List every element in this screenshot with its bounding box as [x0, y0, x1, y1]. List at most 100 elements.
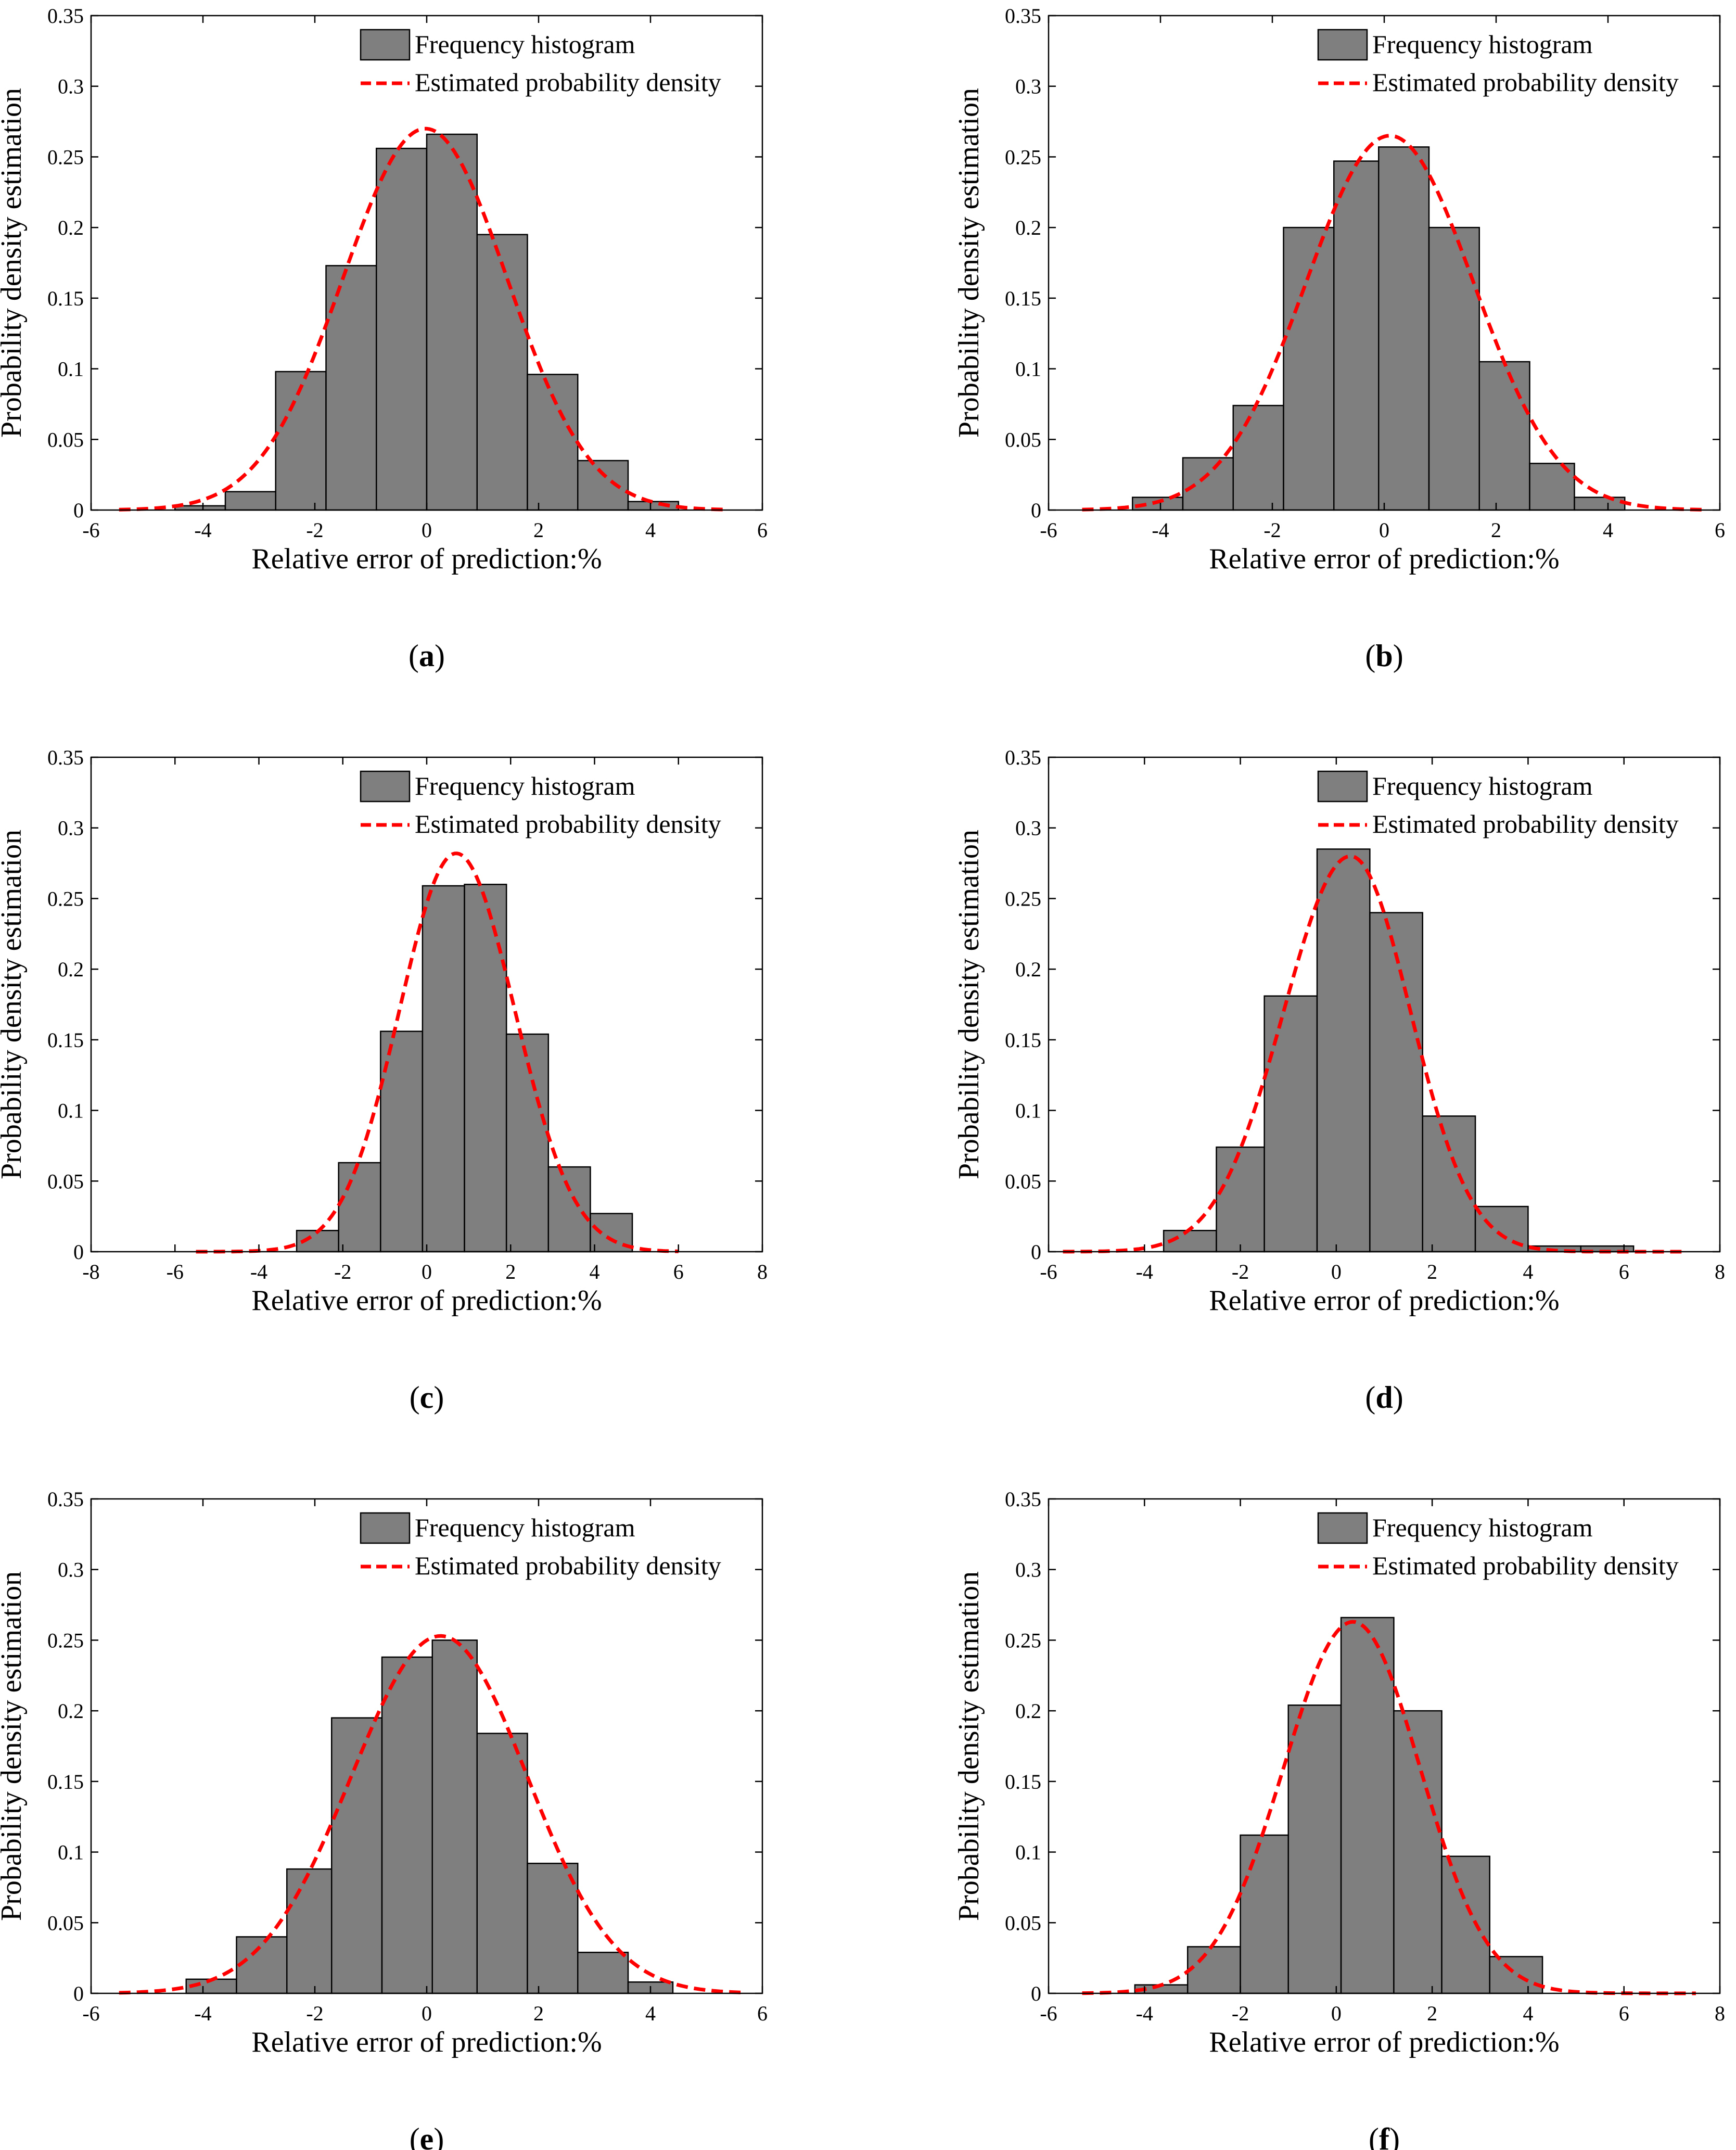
x-tick-label: 6 [1715, 518, 1725, 542]
histogram-bars [296, 884, 633, 1253]
x-tick-label: -2 [1232, 1260, 1249, 1283]
x-tick-label: 4 [645, 518, 656, 542]
x-tick-label: -2 [306, 518, 323, 542]
density-curve [1082, 134, 1703, 512]
x-tick-label: -4 [1136, 1260, 1153, 1283]
histogram-bar [1232, 404, 1284, 511]
x-tick-label: 4 [1603, 518, 1613, 542]
axes-frame [1048, 1498, 1721, 1994]
y-tick-label: 0.15 [1005, 287, 1041, 310]
y-axis-label: Probability density estimation [0, 88, 28, 438]
y-axis: 0 0.05 0.1 0.15 0.2 0.25 0.3 0.35 [1005, 4, 1720, 522]
x-axis: -6 -4 -2 0 2 4 6 [1040, 16, 1725, 542]
histogram-bars [1163, 848, 1635, 1253]
legend-histogram-swatch [1317, 1512, 1368, 1544]
y-axis: 0 0.05 0.1 0.15 0.2 0.25 0.3 0.35 [1005, 1487, 1720, 2005]
histogram-bar [1283, 226, 1335, 511]
legend-histogram-label: Frequency histogram [415, 30, 635, 59]
histogram-bar [1441, 1855, 1490, 1994]
panel-caption-letter: b [1375, 639, 1393, 673]
y-tick-label: 0 [1031, 1240, 1041, 1264]
histogram-bar [1574, 497, 1626, 511]
histogram-bar [426, 133, 478, 511]
histogram-bar [590, 1213, 633, 1253]
x-axis-label: Relative error of prediction:% [251, 543, 602, 575]
legend-density-label: Estimated probability density [415, 1551, 721, 1580]
y-tick-label: 0.2 [58, 1699, 84, 1723]
chart-panel-c: -8 -6 -4 -2 0 2 4 6 8 0 0.05 0.1 0.15 0.2 0.25 0.3 0.35 R… [0, 746, 768, 1415]
legend-density-label: Estimated probability density [1372, 809, 1679, 838]
histogram-bar [1263, 995, 1318, 1253]
histogram-bar [1240, 1834, 1289, 1994]
histogram-bar [1186, 1946, 1241, 1994]
y-tick-label: 0.35 [1005, 746, 1041, 769]
y-tick-label: 0.05 [47, 1911, 84, 1935]
y-tick-label: 0.15 [1005, 1028, 1041, 1052]
y-tick-label: 0.3 [1015, 817, 1041, 840]
y-tick-label: 0 [73, 1240, 84, 1264]
legend-histogram-label: Frequency histogram [415, 771, 635, 800]
x-tick-label: -6 [82, 518, 99, 542]
histogram-bar [224, 491, 276, 511]
x-axis-label: Relative error of prediction:% [1209, 2026, 1559, 2058]
y-tick-label: 0.1 [58, 358, 84, 381]
density-curve [196, 851, 679, 1254]
chart-panel-a: -6 -4 -2 0 2 4 6 0 0.05 0.1 0.15 0.2 0.25 0.3 0.35 Rela… [0, 4, 768, 673]
x-tick-label: 4 [590, 1260, 600, 1283]
x-tick-label: 8 [757, 1260, 768, 1283]
y-tick-label: 0.1 [1015, 358, 1041, 381]
y-tick-label: 0.35 [47, 4, 84, 28]
y-tick-label: 0.2 [1015, 1699, 1041, 1723]
histogram-bar [547, 1166, 591, 1253]
x-tick-label: -4 [194, 2002, 211, 2025]
x-tick-label: 2 [505, 1260, 516, 1283]
y-tick-label: 0.15 [47, 1028, 84, 1052]
panel-caption-letter: c [420, 1380, 434, 1415]
x-tick-label: 0 [422, 518, 432, 542]
x-tick-label: 2 [1427, 2002, 1437, 2025]
legend-histogram-swatch [1317, 770, 1368, 803]
histogram-bar [464, 884, 507, 1253]
x-tick-label: 4 [1523, 1260, 1533, 1283]
legend-histogram-swatch [360, 1512, 411, 1544]
histogram-bars [1134, 1617, 1543, 1994]
x-tick-label: -4 [1152, 518, 1169, 542]
x-tick-label: -6 [1040, 2002, 1057, 2025]
y-axis-label: Probability density estimation [0, 830, 28, 1179]
chart-panel-e: -6 -4 -2 0 2 4 6 0 0.05 0.1 0.15 0.2 0.25 0.3 0.35 Rela… [0, 1487, 768, 2150]
legend: Frequency histogram Estimated probability… [360, 29, 721, 97]
histogram-bar [505, 1033, 550, 1253]
x-tick-label: 0 [1379, 518, 1389, 542]
histogram-bar [1333, 160, 1380, 511]
histogram-bar [236, 1936, 288, 1994]
y-tick-label: 0 [1031, 1982, 1041, 2005]
panel-caption-letter: e [420, 2122, 434, 2150]
x-tick-label: -4 [1136, 2002, 1153, 2025]
y-tick-label: 0.3 [58, 817, 84, 840]
y-tick-label: 0.15 [1005, 1770, 1041, 1793]
y-axis-label: Probability density estimation [953, 1571, 985, 1921]
legend-histogram-label: Frequency histogram [415, 1513, 635, 1542]
legend: Frequency histogram Estimated probability… [1317, 29, 1679, 97]
y-tick-label: 0 [1031, 499, 1041, 522]
histogram-bar [376, 147, 428, 511]
histogram-bar [1422, 1115, 1476, 1253]
x-tick-label: -6 [1040, 1260, 1057, 1283]
x-tick-label: -4 [194, 518, 211, 542]
histogram-bar [1316, 848, 1371, 1253]
x-tick-label: 4 [1523, 2002, 1533, 2025]
chart-panel-b: -6 -4 -2 0 2 4 6 0 0.05 0.1 0.15 0.2 0.25 0.3 0.35 Rela… [953, 4, 1725, 673]
panel-caption: (e) [410, 2122, 444, 2150]
legend-histogram-label: Frequency histogram [1372, 771, 1593, 800]
x-tick-label: 0 [422, 2002, 432, 2025]
panel-caption-letter: f [1379, 2122, 1390, 2150]
x-tick-label: -8 [82, 1260, 99, 1283]
y-axis: 0 0.05 0.1 0.15 0.2 0.25 0.3 0.35 [47, 746, 762, 1264]
panel-caption: (b) [1365, 639, 1403, 673]
histogram-bar [577, 460, 629, 511]
panel-caption: (a) [409, 639, 445, 673]
histogram-bar [1378, 146, 1430, 511]
axes-frame [1048, 756, 1721, 1253]
histogram-bar [577, 1952, 629, 1994]
